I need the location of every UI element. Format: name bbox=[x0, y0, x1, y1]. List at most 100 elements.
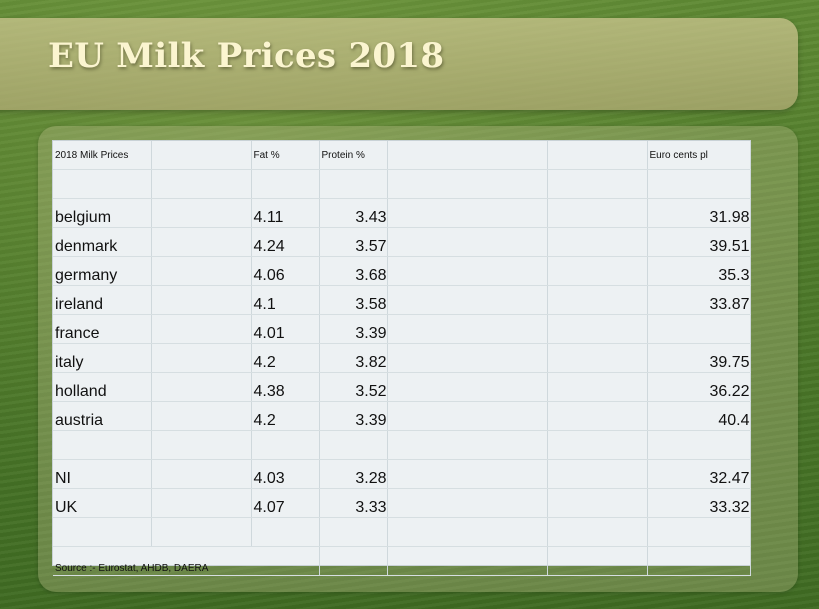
table-row: austria 4.2 3.39 40.4 bbox=[53, 401, 751, 431]
empty-cell bbox=[151, 459, 252, 489]
fat-cell: 4.38 bbox=[251, 372, 320, 402]
country-cell: germany bbox=[53, 256, 152, 286]
empty-cell bbox=[387, 546, 548, 576]
header-empty-cell bbox=[151, 141, 252, 170]
empty-cell bbox=[547, 198, 648, 228]
price-cell: 32.47 bbox=[647, 459, 751, 489]
empty-cell bbox=[547, 227, 648, 257]
empty-cell bbox=[547, 285, 648, 315]
header-price: Euro cents pl bbox=[647, 141, 751, 170]
header-empty-cell bbox=[387, 141, 548, 170]
header-empty-cell bbox=[547, 141, 648, 170]
protein-cell: 3.82 bbox=[319, 343, 388, 373]
table-row: belgium 4.11 3.43 31.98 bbox=[53, 198, 751, 228]
price-cell: 39.51 bbox=[647, 227, 751, 257]
empty-cell bbox=[547, 459, 648, 489]
header-label: 2018 Milk Prices bbox=[53, 141, 152, 170]
empty-cell bbox=[647, 546, 751, 576]
price-cell: 33.32 bbox=[647, 488, 751, 518]
empty-cell bbox=[387, 401, 548, 431]
fat-cell: 4.06 bbox=[251, 256, 320, 286]
price-cell: 35.3 bbox=[647, 256, 751, 286]
fat-cell: 4.11 bbox=[251, 198, 320, 228]
empty-cell bbox=[547, 488, 648, 518]
protein-cell: 3.58 bbox=[319, 285, 388, 315]
country-cell: france bbox=[53, 314, 152, 344]
price-cell: 36.22 bbox=[647, 372, 751, 402]
fat-cell: 4.24 bbox=[251, 227, 320, 257]
fat-cell: 4.2 bbox=[251, 401, 320, 431]
empty-cell bbox=[547, 343, 648, 373]
price-cell bbox=[647, 314, 751, 344]
empty-cell bbox=[387, 314, 548, 344]
header-row: 2018 Milk Prices Fat % Protein % Euro ce… bbox=[53, 141, 751, 170]
spreadsheet-grid: 2018 Milk Prices Fat % Protein % Euro ce… bbox=[53, 141, 751, 576]
table-row: holland 4.38 3.52 36.22 bbox=[53, 372, 751, 402]
price-cell: 39.75 bbox=[647, 343, 751, 373]
empty-cell bbox=[387, 227, 548, 257]
empty-cell bbox=[387, 459, 548, 489]
source-row: Source :- Eurostat, AHDB, DAERA bbox=[53, 546, 751, 576]
protein-cell: 3.28 bbox=[319, 459, 388, 489]
table-row: NI 4.03 3.28 32.47 bbox=[53, 459, 751, 489]
country-cell: italy bbox=[53, 343, 152, 373]
table-row: denmark 4.24 3.57 39.51 bbox=[53, 227, 751, 257]
fat-cell: 4.07 bbox=[251, 488, 320, 518]
empty-cell bbox=[151, 401, 252, 431]
blank-row bbox=[53, 430, 751, 460]
source-note: Source :- Eurostat, AHDB, DAERA bbox=[53, 546, 320, 576]
price-cell: 33.87 bbox=[647, 285, 751, 315]
protein-cell: 3.39 bbox=[319, 314, 388, 344]
title-banner bbox=[0, 18, 798, 110]
empty-cell bbox=[387, 256, 548, 286]
empty-cell bbox=[547, 401, 648, 431]
table-row: italy 4.2 3.82 39.75 bbox=[53, 343, 751, 373]
empty-cell bbox=[151, 343, 252, 373]
fat-cell: 4.03 bbox=[251, 459, 320, 489]
empty-cell bbox=[387, 372, 548, 402]
empty-cell bbox=[547, 546, 648, 576]
country-cell: NI bbox=[53, 459, 152, 489]
empty-cell bbox=[387, 343, 548, 373]
empty-cell bbox=[151, 314, 252, 344]
country-cell: holland bbox=[53, 372, 152, 402]
empty-cell bbox=[387, 198, 548, 228]
slide-title: EU Milk Prices 2018 bbox=[48, 36, 445, 76]
empty-cell bbox=[387, 488, 548, 518]
country-cell: austria bbox=[53, 401, 152, 431]
fat-cell: 4.01 bbox=[251, 314, 320, 344]
empty-cell bbox=[547, 314, 648, 344]
empty-cell bbox=[151, 198, 252, 228]
empty-cell bbox=[151, 372, 252, 402]
fat-cell: 4.1 bbox=[251, 285, 320, 315]
empty-cell bbox=[547, 372, 648, 402]
header-protein: Protein % bbox=[319, 141, 388, 170]
empty-cell bbox=[151, 488, 252, 518]
blank-row bbox=[53, 169, 751, 199]
empty-cell bbox=[151, 256, 252, 286]
empty-cell bbox=[151, 285, 252, 315]
milk-price-table: 2018 Milk Prices Fat % Protein % Euro ce… bbox=[52, 140, 751, 576]
country-cell: denmark bbox=[53, 227, 152, 257]
protein-cell: 3.39 bbox=[319, 401, 388, 431]
protein-cell: 3.43 bbox=[319, 198, 388, 228]
fat-cell: 4.2 bbox=[251, 343, 320, 373]
country-cell: ireland bbox=[53, 285, 152, 315]
empty-cell bbox=[387, 285, 548, 315]
price-cell: 31.98 bbox=[647, 198, 751, 228]
price-cell: 40.4 bbox=[647, 401, 751, 431]
protein-cell: 3.68 bbox=[319, 256, 388, 286]
blank-row bbox=[53, 517, 751, 547]
protein-cell: 3.52 bbox=[319, 372, 388, 402]
empty-cell bbox=[151, 227, 252, 257]
table-row: UK 4.07 3.33 33.32 bbox=[53, 488, 751, 518]
country-cell: UK bbox=[53, 488, 152, 518]
country-cell: belgium bbox=[53, 198, 152, 228]
empty-cell bbox=[547, 256, 648, 286]
protein-cell: 3.57 bbox=[319, 227, 388, 257]
header-fat: Fat % bbox=[251, 141, 320, 170]
table-row: france 4.01 3.39 bbox=[53, 314, 751, 344]
table-row: ireland 4.1 3.58 33.87 bbox=[53, 285, 751, 315]
empty-cell bbox=[319, 546, 388, 576]
table-row: germany 4.06 3.68 35.3 bbox=[53, 256, 751, 286]
